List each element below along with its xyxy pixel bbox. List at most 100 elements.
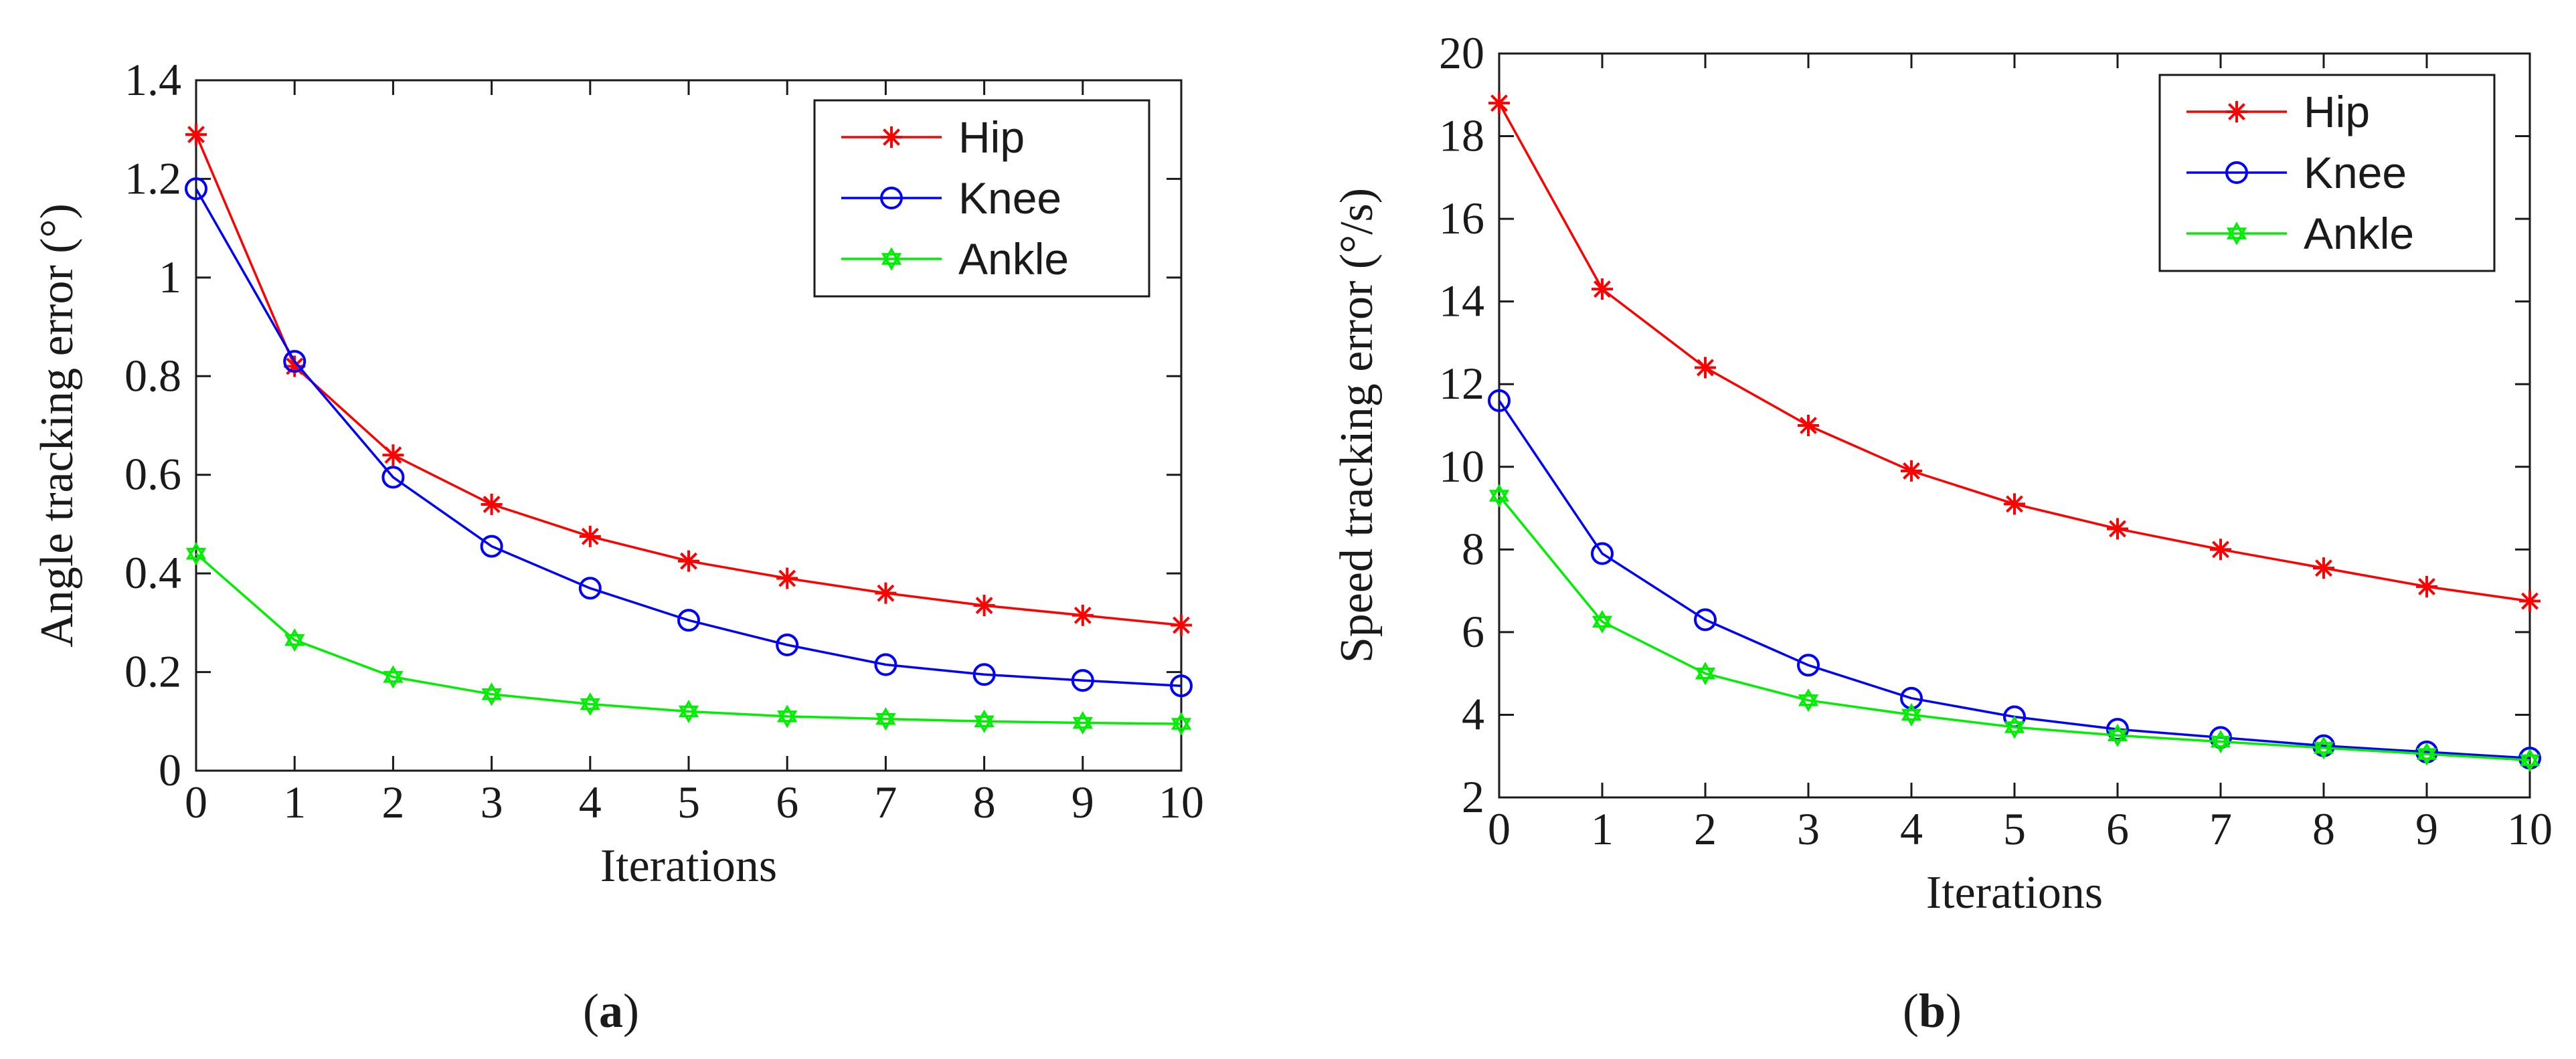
point-hip-b-5: [2004, 493, 2025, 515]
caption-letter-a: a: [599, 984, 623, 1038]
point-hip-a-4-stroke-3: [581, 527, 599, 545]
point-knee-b-0-shape: [1488, 389, 1511, 412]
caption-a: (a): [583, 984, 639, 1038]
point-ankle-a-5-tri-down: [678, 705, 699, 724]
point-ankle-a-4: [580, 692, 600, 716]
point-hip-b-7: [2210, 539, 2231, 561]
point-ankle-a-8-tri-up: [974, 709, 995, 728]
point-hip-a-2-stroke-3: [384, 446, 402, 464]
point-hip-a-7-stroke-3: [877, 584, 895, 602]
point-ankle-b-8-tri-down: [2313, 742, 2334, 760]
point-knee-b-4: [1900, 686, 1923, 710]
point-hip-b-10-stroke-3: [2521, 592, 2539, 610]
point-ankle-a-5-tri-up: [678, 699, 699, 718]
legend-marker-hip-b-stroke-3: [2228, 103, 2245, 120]
x-tick-label-b-6: 6: [2106, 803, 2129, 854]
y-tick-label-a-2: 0.4: [124, 547, 181, 598]
point-ankle-a-10: [1171, 712, 1192, 736]
series-line-knee-b: [1498, 399, 2530, 760]
y-tick-label-b-5: 12: [1439, 358, 1484, 409]
legend-label-ankle-a: Ankle: [958, 234, 1069, 284]
caption-letter-b: b: [1919, 984, 1946, 1038]
point-knee-b-1-shape: [1591, 542, 1614, 565]
point-ankle-b-6: [2107, 723, 2128, 747]
point-hip-a-7: [875, 582, 897, 604]
point-knee-a-1: [283, 350, 307, 373]
x-tick-label-b-7: 7: [2209, 803, 2232, 854]
point-hip-b-1: [1592, 278, 1613, 300]
point-ankle-b-0-tri-up: [1488, 484, 1510, 502]
point-ankle-a-3-tri-up: [481, 682, 502, 700]
point-ankle-b-0: [1488, 484, 1510, 508]
point-ankle-b-3-tri-down: [1798, 694, 1819, 712]
point-hip-b-8: [2313, 557, 2334, 579]
point-ankle-b-1-tri-down: [1592, 615, 1613, 634]
point-ankle-a-8-tri-down: [974, 715, 995, 733]
point-knee-a-10-shape: [1170, 674, 1193, 698]
x-tick-label-a-0: 0: [185, 777, 207, 828]
x-tick-label-b-10: 10: [2507, 803, 2553, 854]
y-tick-label-a-3: 0.6: [124, 449, 181, 500]
point-ankle-a-5: [678, 699, 699, 724]
point-knee-a-3: [480, 535, 503, 558]
point-knee-a-9: [1071, 669, 1094, 692]
legend-marker-knee-b-shape: [2225, 161, 2248, 184]
point-ankle-a-6-tri-up: [777, 704, 798, 723]
x-tick-label-a-6: 6: [776, 777, 798, 828]
series-knee-a: [185, 177, 1193, 698]
x-tick-label-b-3: 3: [1797, 803, 1820, 854]
series-ankle-b: [1488, 484, 2541, 772]
point-ankle-b-7-tri-down: [2210, 735, 2231, 754]
point-knee-b-7-shape: [2209, 726, 2232, 749]
point-knee-a-2: [381, 466, 405, 489]
point-knee-a-7: [874, 653, 897, 676]
y-axis-label-a: Angle tracking error (°): [31, 203, 83, 648]
point-ankle-b-9-tri-down: [2416, 748, 2437, 766]
point-hip-b-2-stroke-3: [1697, 359, 1714, 377]
point-ankle-b-2: [1695, 662, 1716, 686]
point-ankle-a-6: [777, 704, 798, 729]
legend-marker-knee-b: [2225, 161, 2248, 184]
panel-a-angle-chart: 0 0.2 0.4 0.6 0.8 1 1.2 1.4 0 1 2 3 4 5 6 7 8 9 10 Iteratio…: [31, 54, 1204, 1038]
point-hip-a-0-stroke-3: [187, 126, 205, 144]
point-knee-a-10: [1170, 674, 1193, 698]
series-ankle-a: [185, 542, 1192, 736]
point-ankle-b-10-tri-down: [2519, 754, 2541, 772]
point-ankle-b-6-tri-up: [2107, 723, 2128, 742]
legend-marker-knee-a-shape: [880, 187, 903, 209]
x-tick-label-b-4: 4: [1900, 803, 1923, 854]
point-ankle-b-9-tri-up: [2416, 742, 2437, 760]
legend-marker-knee-a: [880, 187, 903, 209]
point-hip-a-9-stroke-3: [1074, 606, 1092, 624]
series-hip-b: [1488, 92, 2541, 612]
point-hip-a-3: [481, 493, 503, 515]
point-ankle-b-5-tri-up: [2004, 715, 2025, 733]
point-knee-b-3-shape: [1797, 654, 1820, 677]
caption-close-paren-b: ): [1946, 984, 1962, 1038]
point-ankle-a-1-tri-up: [284, 628, 305, 646]
point-hip-b-0: [1488, 92, 1510, 114]
point-ankle-b-3: [1798, 688, 1819, 712]
legend-marker-ankle-b: [2226, 221, 2247, 246]
point-ankle-a-6-tri-down: [777, 710, 798, 729]
y-tick-label-b-2: 6: [1462, 606, 1484, 657]
point-ankle-b-8: [2313, 736, 2334, 760]
point-ankle-b-2-tri-up: [1695, 662, 1716, 680]
caption-open-paren-a: (: [583, 984, 599, 1038]
x-tick-label-b-0: 0: [1488, 803, 1511, 854]
legend-b: Hip Knee Ankle: [2158, 74, 2496, 272]
legend-marker-ankle-a-tri-up: [881, 247, 902, 265]
point-knee-a-5: [677, 609, 700, 632]
point-knee-a-0: [185, 177, 207, 201]
point-knee-a-4-shape: [578, 577, 602, 600]
point-knee-b-0: [1488, 389, 1511, 412]
point-knee-a-8-shape: [972, 663, 996, 686]
point-ankle-a-3: [481, 682, 502, 706]
point-ankle-b-4-tri-down: [1901, 708, 1922, 727]
point-knee-a-6: [776, 634, 799, 657]
caption-b: (b): [1903, 984, 1962, 1038]
point-hip-b-6: [2107, 518, 2128, 540]
point-hip-a-4: [579, 525, 601, 547]
point-ankle-a-10-tri-up: [1171, 712, 1192, 730]
